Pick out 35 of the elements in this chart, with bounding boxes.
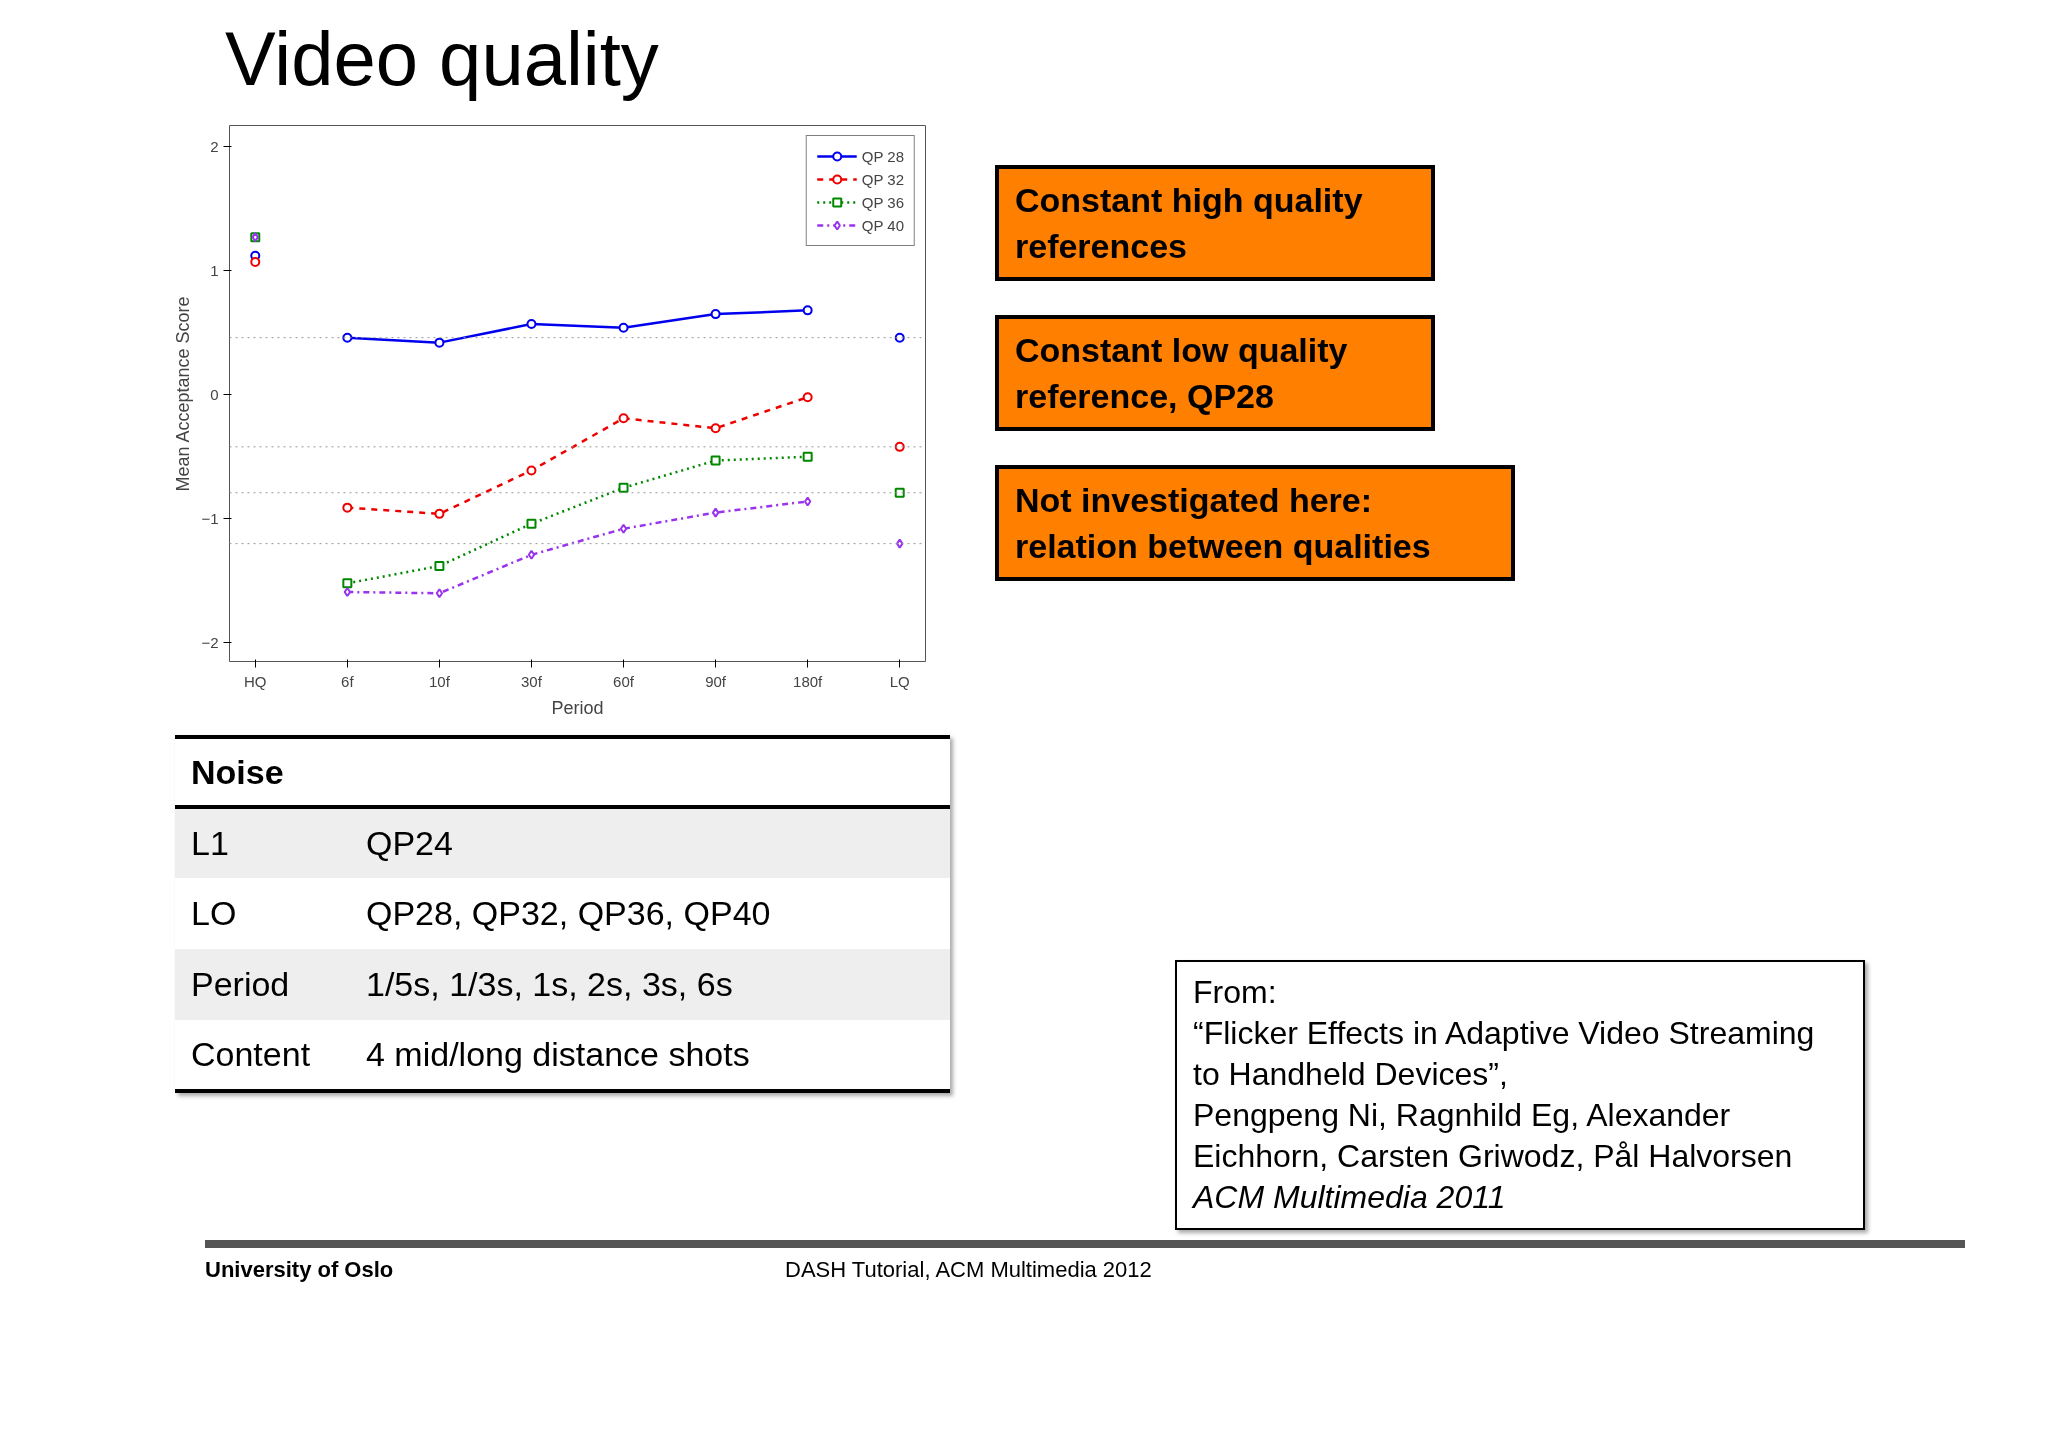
text: Noise bbox=[175, 737, 950, 807]
y-tick-label: 0 bbox=[210, 385, 219, 403]
x-axis-title: Period bbox=[551, 697, 604, 718]
x-tick-label: 10f bbox=[428, 672, 451, 690]
text: Period bbox=[190, 964, 291, 1006]
text: Constant high quality references bbox=[995, 165, 1435, 281]
y-tick-label: 1 bbox=[210, 261, 219, 279]
text: Constant low quality reference, QP28 bbox=[995, 315, 1435, 431]
x-tick-label: HQ bbox=[244, 672, 267, 690]
text: DASH Tutorial, ACM Multimedia 2012 bbox=[785, 1256, 1152, 1284]
x-tick-label: 30f bbox=[521, 672, 543, 690]
text: QP28, QP32, QP36, QP40 bbox=[365, 893, 772, 935]
text: QP24 bbox=[365, 823, 454, 865]
text: 4 mid/long distance shots bbox=[365, 1034, 751, 1076]
legend-label: QP 28 bbox=[861, 147, 904, 165]
chart-title: Video quality bbox=[225, 15, 659, 103]
text: LO bbox=[190, 893, 238, 935]
text: Content bbox=[190, 1034, 312, 1076]
text: 1/5s, 1/3s, 1s, 2s, 3s, 6s bbox=[365, 964, 734, 1006]
x-tick-label: 180f bbox=[793, 672, 824, 690]
x-tick-label: LQ bbox=[889, 672, 910, 690]
text: From: “Flicker Effects in Adaptive Video Streaming to Handheld Devices”, Pengpeng Ni, Ragnhild Eg, Alexander Eichhorn, Carsten Griwodz, Pål Halvorsen ACM Multimedia 2011 bbox=[1175, 960, 1865, 1230]
text: University of Oslo bbox=[205, 1256, 395, 1284]
x-tick-label: 90f bbox=[705, 672, 727, 690]
x-tick-label: 60f bbox=[613, 672, 635, 690]
text: Not investigated here: relation between qualities bbox=[995, 465, 1515, 581]
y-tick-label: −1 bbox=[201, 509, 219, 527]
y-tick-label: −2 bbox=[201, 633, 219, 651]
y-tick-label: 2 bbox=[210, 137, 219, 155]
y-axis-title: Mean Acceptance Score bbox=[173, 296, 194, 492]
x-tick-label: 6f bbox=[341, 672, 355, 690]
legend-label: QP 40 bbox=[861, 216, 904, 234]
text: L1 bbox=[190, 823, 230, 865]
legend-label: QP 32 bbox=[861, 170, 904, 188]
legend-label: QP 36 bbox=[861, 193, 904, 211]
